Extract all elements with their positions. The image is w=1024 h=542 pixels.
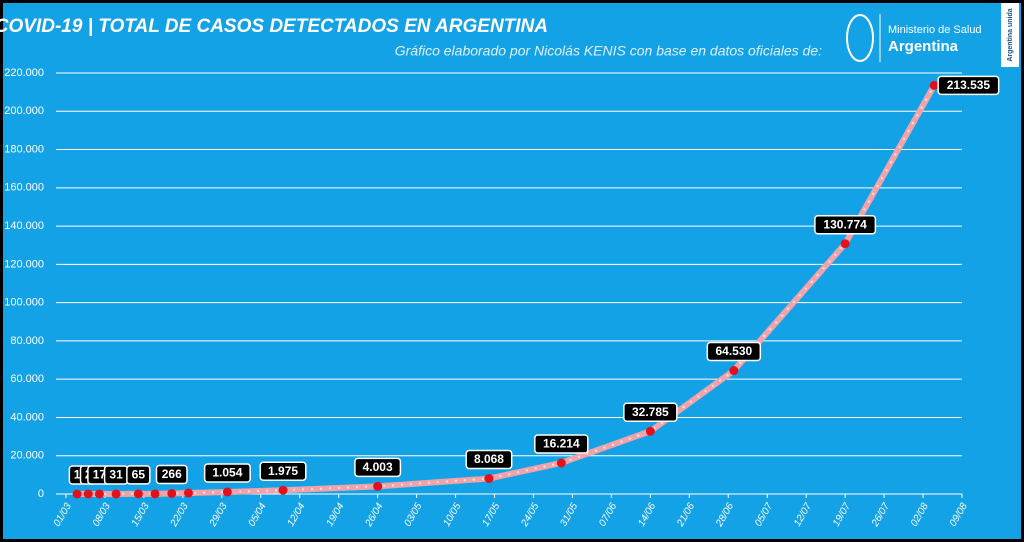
data-point	[222, 487, 232, 497]
data-point	[484, 474, 494, 484]
value-label: 65	[132, 468, 146, 482]
value-label: 213.535	[947, 78, 991, 92]
y-tick-label: 80.000	[10, 335, 44, 347]
country: Argentina	[888, 38, 959, 55]
data-point	[729, 366, 739, 376]
y-tick-label: 220.000	[4, 67, 44, 79]
value-label: 64.530	[715, 344, 752, 358]
value-label-box	[354, 457, 402, 478]
data-point	[111, 489, 121, 499]
value-label-box	[937, 75, 1000, 96]
badge-box	[1001, 3, 1019, 67]
y-tick-label: 0	[38, 488, 44, 500]
data-point	[556, 458, 566, 468]
value-label-box	[623, 402, 678, 423]
y-tick-label: 60.000	[10, 373, 44, 385]
y-tick-label: 100.000	[4, 297, 44, 309]
data-point	[840, 239, 850, 249]
data-point	[167, 488, 177, 498]
y-tick-label: 140.000	[4, 220, 44, 232]
data-point	[133, 489, 143, 499]
data-point	[278, 485, 288, 495]
logo: Ministerio de Salud Argentina	[846, 14, 982, 62]
data-point	[94, 489, 104, 499]
value-label-box	[155, 464, 188, 485]
value-label-box	[465, 449, 513, 470]
value-label: 1.975	[268, 464, 298, 478]
value-label: 8.068	[474, 452, 504, 466]
value-label: 32.785	[632, 405, 669, 419]
value-label: 1	[74, 468, 81, 482]
value-label: 17	[93, 468, 107, 482]
data-point	[72, 489, 82, 499]
y-tick-label: 20.000	[10, 450, 44, 462]
value-label-box	[259, 461, 307, 481]
badge: Argentina unida	[1007, 8, 1014, 61]
y-tick-label: 160.000	[4, 182, 44, 194]
value-label: 16.214	[543, 437, 580, 451]
y-tick-label: 180.000	[4, 143, 44, 155]
logo-emblem	[846, 14, 874, 62]
y-tick-label: 120.000	[4, 258, 44, 270]
value-label-box	[814, 214, 877, 235]
y-tick-label: 40.000	[10, 411, 44, 423]
data-point	[373, 481, 383, 491]
data-point	[83, 489, 93, 499]
ministry: Ministerio de Salud	[888, 24, 982, 36]
chart-title: COVID-19 | TOTAL DE CASOS DETECTADOS EN …	[0, 16, 548, 37]
data-point	[150, 489, 160, 499]
value-label: 31	[109, 468, 123, 482]
data-point	[183, 488, 193, 498]
chart-subtitle: Gráfico elaborado por Nicolás KENIS con …	[395, 43, 822, 59]
data-point	[645, 426, 655, 436]
value-label: 130.774	[823, 217, 867, 231]
data-point	[929, 80, 939, 90]
value-label: 1.054	[212, 466, 242, 480]
value-label-box	[126, 465, 151, 485]
value-label: 4.003	[363, 460, 393, 474]
value-label-box	[534, 434, 589, 454]
value-label-box	[706, 341, 762, 362]
y-tick-label: 200.000	[4, 105, 44, 117]
background	[3, 3, 1021, 539]
value-label-box	[203, 463, 251, 483]
value-label: 266	[162, 467, 182, 481]
